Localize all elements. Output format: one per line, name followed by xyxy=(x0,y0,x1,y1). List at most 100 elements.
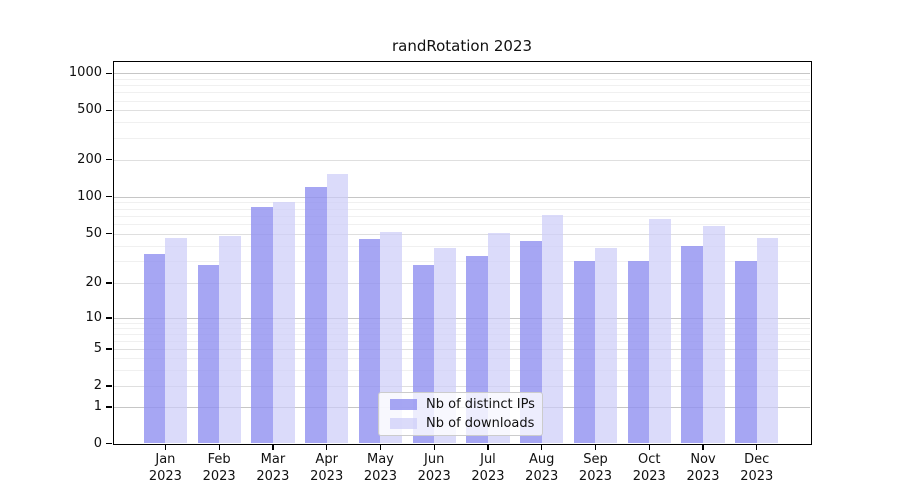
bar-distinct-ips-nov xyxy=(681,245,703,443)
gridline xyxy=(113,358,810,359)
y-axis-tick xyxy=(106,442,112,445)
y-axis-tick-label: 0 xyxy=(93,435,102,451)
bar-distinct-ips-may xyxy=(358,239,381,443)
y-axis-tick xyxy=(106,282,112,284)
y-axis-tick xyxy=(106,317,112,319)
gridline xyxy=(113,159,810,161)
y-axis-tick-label: 200 xyxy=(77,151,102,167)
gridline xyxy=(113,100,810,102)
gridline xyxy=(113,85,810,87)
y-axis-tick-label: 5 xyxy=(93,341,102,356)
x-axis-tick xyxy=(272,443,274,450)
x-axis-tick-label: Oct 2023 xyxy=(632,451,666,484)
x-axis-tick xyxy=(379,443,382,450)
x-axis-tick xyxy=(326,443,328,450)
bar-downloads-nov xyxy=(703,225,725,443)
x-axis-tick-label: Feb 2023 xyxy=(202,451,236,484)
gridline xyxy=(113,369,810,371)
x-axis-tick-label: May 2023 xyxy=(363,451,397,484)
bar-downloads-jul xyxy=(487,232,510,443)
gridline xyxy=(113,110,810,112)
y-axis-tick-label: 20 xyxy=(85,275,102,290)
bar-distinct-ips-feb xyxy=(197,264,220,443)
legend-swatch-distinct-ips xyxy=(390,399,417,410)
gridline xyxy=(113,233,810,235)
bar-distinct-ips-dec xyxy=(735,261,757,443)
chart-title: randRotation 2023 xyxy=(391,37,533,55)
gridline xyxy=(113,322,810,324)
bar-downloads-dec xyxy=(756,238,779,443)
gridline xyxy=(113,78,810,80)
x-axis-tick-label: Jul 2023 xyxy=(471,451,505,484)
bar-distinct-ips-sep xyxy=(573,261,596,443)
gridline xyxy=(113,340,810,342)
y-axis-tick xyxy=(106,159,112,161)
y-axis-tick-label: 2 xyxy=(93,378,102,393)
y-axis-tick xyxy=(106,72,112,74)
y-axis-tick-label: 50 xyxy=(85,225,102,241)
x-axis-tick xyxy=(487,443,489,450)
grid-layer xyxy=(113,61,810,443)
bar-distinct-ips-oct xyxy=(627,261,650,443)
gridline xyxy=(113,137,810,139)
x-axis-tick-label: Jan 2023 xyxy=(148,451,182,484)
x-axis-tick-label: Jun 2023 xyxy=(417,451,451,484)
gridline xyxy=(113,261,810,263)
legend-swatch-downloads xyxy=(390,418,417,429)
bar-downloads-mar xyxy=(272,201,295,443)
gridline xyxy=(113,386,810,387)
gridline xyxy=(113,318,810,319)
x-axis-tick-label: Sep 2023 xyxy=(578,451,613,484)
bar-downloads-sep xyxy=(595,248,618,443)
bar-distinct-ips-jan xyxy=(143,254,166,443)
y-axis-tick xyxy=(106,233,112,235)
y-axis-tick xyxy=(106,406,112,408)
x-axis-tick-label: Aug 2023 xyxy=(525,451,559,484)
gridline xyxy=(113,245,810,247)
x-axis-tick xyxy=(756,443,758,450)
bar-downloads-apr xyxy=(326,174,349,443)
gridline xyxy=(113,202,810,204)
bar-downloads-feb xyxy=(219,235,241,443)
gridline xyxy=(113,223,810,225)
y-axis-tick xyxy=(106,196,112,198)
gridline xyxy=(113,327,810,329)
legend-item-distinct-ips: Nb of distinct IPs xyxy=(390,397,542,412)
x-axis-tick xyxy=(164,443,166,450)
gridline xyxy=(113,92,810,94)
gridline xyxy=(113,349,810,350)
gridline xyxy=(113,196,810,198)
x-axis-tick xyxy=(594,443,597,450)
x-axis-tick xyxy=(433,443,435,450)
y-axis-tick-label: 100 xyxy=(77,188,102,204)
y-axis-tick-label: 500 xyxy=(77,102,102,118)
x-axis-tick xyxy=(218,443,220,450)
bar-downloads-jan xyxy=(165,238,187,443)
bar-distinct-ips-apr xyxy=(305,186,327,443)
plot-area xyxy=(113,61,812,445)
y-axis-tick-label: 1 xyxy=(93,399,102,414)
legend-label-distinct-ips: Nb of distinct IPs xyxy=(426,397,535,412)
x-axis-tick-label: Apr 2023 xyxy=(310,451,344,484)
x-axis-tick xyxy=(702,443,704,450)
y-axis-tick-label: 1000 xyxy=(68,65,102,81)
legend-label-downloads: Nb of downloads xyxy=(426,416,535,431)
x-axis-tick xyxy=(648,443,650,450)
y-axis-tick xyxy=(106,109,112,111)
x-axis-tick-label: Mar 2023 xyxy=(256,451,290,484)
y-axis-tick xyxy=(106,385,112,387)
x-axis-tick xyxy=(541,443,543,450)
legend: Nb of distinct IPs Nb of downloads xyxy=(378,392,543,436)
gridline xyxy=(113,215,810,217)
bar-downloads-aug xyxy=(541,214,564,443)
y-axis-tick xyxy=(106,348,112,350)
gridline xyxy=(113,122,810,124)
legend-item-downloads: Nb of downloads xyxy=(390,416,542,431)
bar-downloads-may xyxy=(380,231,403,443)
bar-distinct-ips-mar xyxy=(251,207,273,443)
gridline xyxy=(113,208,810,210)
x-axis-tick-label: Dec 2023 xyxy=(740,451,774,484)
gridline xyxy=(113,73,810,75)
y-axis-tick-label: 10 xyxy=(85,310,102,325)
